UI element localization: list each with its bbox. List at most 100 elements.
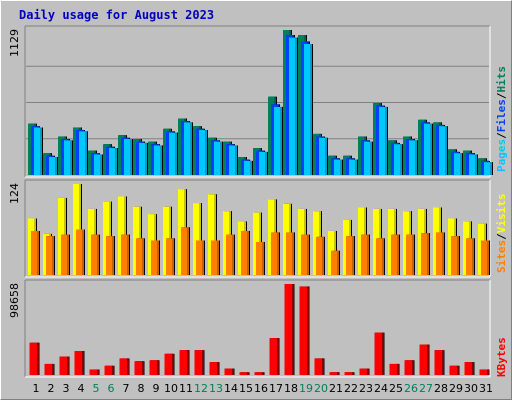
bar-kbytes-day-9 — [149, 360, 160, 375]
bar-fill — [419, 344, 429, 375]
bar-fill — [46, 236, 54, 275]
bar-kbytes-day-4 — [74, 351, 85, 375]
bar-sites-day-30 — [466, 238, 475, 275]
bar-pages-day-22 — [349, 159, 358, 175]
bar-kbytes-day-15 — [239, 372, 250, 375]
bar-fill — [271, 232, 279, 275]
bar-kbytes-day-13 — [209, 362, 220, 375]
x-tick-label: 4 — [78, 382, 85, 395]
bar-fill — [404, 360, 414, 375]
x-tick-label: 13 — [209, 382, 223, 395]
x-tick-label: 20 — [314, 382, 328, 395]
panel-bottom: 98658 — [8, 279, 491, 378]
bar-pages-day-8 — [139, 142, 148, 175]
x-tick-label: 23 — [359, 382, 373, 395]
bar-pages-day-20 — [319, 137, 328, 175]
legend-sep: / — [495, 132, 508, 139]
bar-fill — [379, 106, 387, 175]
bar-fill — [241, 230, 249, 275]
bar-pages-day-30 — [469, 154, 478, 175]
x-tick-label: 25 — [389, 382, 403, 395]
bar-fill — [286, 232, 294, 275]
bar-fill — [361, 234, 369, 275]
bar-pages-day-28 — [439, 126, 448, 175]
bar-kbytes-day-6 — [104, 365, 115, 375]
bar-fill — [166, 238, 174, 275]
bar-kbytes-day-7 — [119, 358, 130, 375]
bar-pages-day-9 — [154, 145, 163, 175]
bar-sites-day-18 — [286, 232, 295, 275]
x-tick-label: 15 — [239, 382, 253, 395]
x-tick-label: 3 — [63, 382, 70, 395]
bar-fill — [211, 240, 219, 275]
bar-kbytes-day-1 — [29, 342, 40, 375]
bar-kbytes-day-11 — [179, 350, 190, 375]
bar-sites-day-24 — [376, 238, 385, 275]
x-tick-label: 19 — [299, 382, 313, 395]
legend-sep: / — [495, 92, 508, 99]
bar-sites-day-21 — [331, 250, 340, 275]
bar-fill — [109, 148, 117, 175]
bar-sites-day-12 — [196, 240, 205, 275]
bar-fill — [64, 140, 72, 175]
bar-kbytes-day-3 — [59, 356, 70, 375]
bar-pages-day-12 — [199, 130, 208, 175]
bar-kbytes-day-26 — [404, 360, 415, 375]
bar-sites-day-14 — [226, 234, 235, 275]
bar-fill — [239, 372, 249, 375]
bar-sites-day-9 — [151, 240, 160, 275]
bar-fill — [254, 372, 264, 375]
bar-kbytes-day-16 — [254, 372, 265, 375]
bar-fill — [454, 153, 462, 175]
legend-pages: Pages — [495, 139, 508, 172]
bar-fill — [94, 154, 102, 175]
bar-kbytes-day-31 — [479, 369, 490, 375]
bar-fill — [134, 361, 144, 375]
bar-fill — [169, 132, 177, 175]
bar-fill — [89, 369, 99, 375]
bar-fill — [149, 360, 159, 375]
chart-title: Daily usage for August 2023 — [19, 8, 214, 22]
bar-sites-day-25 — [391, 234, 400, 275]
x-tick-label: 29 — [449, 382, 463, 395]
bar-fill — [451, 236, 459, 275]
bar-kbytes-day-29 — [449, 365, 460, 375]
bar-fill — [31, 230, 39, 275]
bar-sites-day-10 — [166, 238, 175, 275]
bar-fill — [421, 233, 429, 275]
bar-pages-day-5 — [94, 154, 103, 175]
x-tick-label: 30 — [464, 382, 478, 395]
bar-pages-day-16 — [259, 151, 268, 175]
x-tick-label: 10 — [164, 382, 178, 395]
x-tick-label: 12 — [194, 382, 208, 395]
bar-fill — [208, 194, 216, 275]
bar-pages-day-6 — [109, 148, 118, 175]
bar-fill — [164, 353, 174, 375]
bar-kbytes-day-22 — [344, 372, 355, 375]
bar-fill — [214, 141, 222, 175]
x-tick-label: 31 — [479, 382, 493, 395]
bar-kbytes-day-5 — [89, 369, 100, 375]
bar-sites-day-29 — [451, 236, 460, 275]
bar-fill — [314, 358, 324, 375]
bar-fill — [259, 151, 267, 175]
bar-pages-day-17 — [274, 106, 283, 175]
bar-sites-day-15 — [241, 230, 250, 275]
bar-fill — [179, 350, 189, 375]
bar-fill — [124, 139, 132, 175]
bar-kbytes-day-18 — [284, 284, 295, 375]
bar-sites-day-27 — [421, 233, 430, 275]
bar-fill — [299, 286, 309, 375]
legend-label: Sites/Visits — [495, 194, 508, 274]
bar-fill — [154, 145, 162, 175]
bar-fill — [449, 365, 459, 375]
bar-sites-day-22 — [346, 236, 355, 275]
bar-fill — [199, 130, 207, 175]
legend-sep: / — [495, 233, 508, 240]
bar-pages-day-2 — [49, 157, 58, 175]
bar-kbytes-day-12 — [194, 350, 205, 375]
bar-pages-day-18 — [289, 37, 298, 176]
bar-fill — [334, 159, 342, 175]
bar-fill — [34, 127, 42, 175]
